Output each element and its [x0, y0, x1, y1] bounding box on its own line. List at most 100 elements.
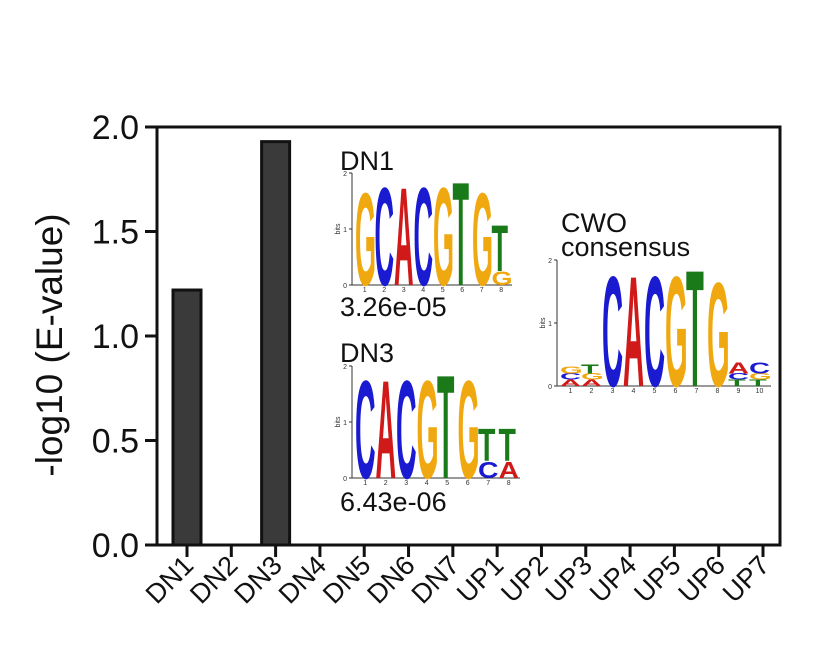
logo-position-label: 1: [569, 388, 573, 395]
logo-y-tick-label: 1: [548, 321, 552, 328]
logo-letter-a: A: [581, 378, 602, 388]
logo-y-tick-label: 2: [548, 258, 552, 265]
logo-position-label: 7: [486, 480, 490, 487]
logo-position-label: 9: [737, 388, 741, 395]
inset-evalue-dn1: 3.26e-05: [340, 292, 447, 322]
logo-letter-g: G: [560, 364, 583, 376]
logo-letter-c: C: [728, 372, 749, 382]
logo-letter-g: G: [472, 167, 493, 314]
logo-axis-label: bits: [540, 317, 547, 328]
logo-y-tick-label: 1: [343, 420, 347, 427]
logo-position-label: 6: [674, 388, 678, 395]
logo-letter-c: C: [375, 160, 395, 316]
logo-position-label: 8: [716, 388, 720, 395]
logo-letter-t: T: [581, 362, 599, 377]
x-tick-label: UP1: [451, 550, 509, 608]
y-tick-label: 1.0: [92, 318, 139, 356]
logo-letter-c: C: [560, 372, 581, 382]
logo-position-label: 3: [404, 480, 408, 487]
logo-letter-g: G: [433, 160, 454, 316]
inset-evalue-dn3: 6.43e-06: [340, 487, 447, 517]
inset-title-dn3: DN3: [340, 338, 394, 368]
logo-letter-t: T: [728, 378, 746, 388]
x-tick-label: DN1: [140, 550, 199, 609]
logo-position-label: 7: [695, 388, 699, 395]
logo-position-label: 4: [425, 480, 429, 487]
logo-position-label: 1: [363, 287, 367, 294]
logo-y-tick-label: 2: [343, 364, 347, 371]
logo-letter-t: T: [437, 345, 454, 510]
y-tick-label: 0.0: [92, 527, 139, 565]
bar-dn1: [171, 288, 203, 547]
logo-position-label: 5: [653, 388, 657, 395]
y-tick-label: 2.0: [92, 109, 139, 147]
x-tick-label: UP5: [628, 550, 686, 608]
logo-letter-t: T: [478, 420, 496, 472]
logo-axis-label: bits: [335, 416, 342, 427]
logo-letter-a: A: [499, 456, 520, 483]
logo-position-label: 10: [756, 388, 764, 395]
logo-position-label: 5: [441, 287, 445, 294]
logo-position-label: 2: [590, 388, 594, 395]
logo-letter-c: C: [749, 359, 770, 376]
logo-position-label: 1: [363, 480, 367, 487]
bar-dn3: [260, 140, 292, 547]
x-tick-label: DN2: [184, 550, 243, 609]
inset-title-cwo: CWO: [561, 208, 627, 238]
logo-letter-a: A: [376, 353, 397, 508]
logo-letter-c: C: [602, 244, 623, 421]
logo-axis-label: bits: [335, 223, 342, 234]
logo-letter-a: A: [560, 378, 581, 388]
x-tick-label: DN7: [406, 550, 465, 609]
logo-position-label: 4: [632, 388, 636, 395]
x-tick-label: DN3: [228, 550, 287, 609]
logo-letter-a: A: [728, 359, 749, 376]
logo-position-label: 2: [382, 287, 386, 294]
x-tick-label: UP3: [540, 550, 598, 608]
x-tick-label: UP2: [495, 550, 553, 608]
logo-position-label: 8: [499, 287, 503, 294]
logo-position-label: 5: [445, 480, 449, 487]
logo-letter-g: G: [458, 353, 480, 508]
x-tick-label: DN6: [361, 550, 420, 609]
logo-y-tick-label: 1: [343, 227, 347, 234]
y-axis-label: -log10 (E-value): [29, 213, 70, 476]
x-tick-label: DN4: [273, 550, 332, 609]
logo-letter-t: T: [749, 378, 767, 388]
logo-position-label: 6: [460, 287, 464, 294]
logo-position-label: 3: [611, 388, 615, 395]
logo-position-label: 6: [466, 480, 470, 487]
logo-letter-g: G: [749, 372, 772, 382]
logo-letter-c: C: [414, 160, 434, 316]
logo-y-tick-label: 0: [343, 283, 347, 290]
logo-letter-g: G: [665, 244, 688, 421]
logo-letter-g: G: [492, 268, 513, 289]
logo-letter-g: G: [581, 372, 604, 382]
y-tick-label: 1.5: [92, 214, 139, 252]
logo-letter-c: C: [644, 244, 665, 421]
logo-position-label: 4: [421, 287, 425, 294]
logo-letter-g: G: [707, 251, 730, 418]
logo-letter-g: G: [417, 353, 439, 508]
inset-title-dn1: DN1: [340, 146, 394, 176]
logo-letter-c: C: [396, 353, 417, 508]
logo-y-tick-label: 2: [343, 171, 347, 178]
logo-letter-a: A: [623, 244, 644, 421]
logo-position-label: 3: [402, 287, 406, 294]
logo-position-label: 2: [384, 480, 388, 487]
inset-title-consensus: consensus: [561, 232, 690, 262]
x-tick-label: UP4: [584, 550, 642, 608]
logo-letter-t: T: [492, 211, 509, 286]
x-tick-label: UP6: [673, 550, 731, 608]
y-tick-label: 0.5: [92, 423, 139, 461]
logo-y-tick-label: 0: [343, 476, 347, 483]
logo-position-label: 7: [480, 287, 484, 294]
x-tick-label: UP7: [717, 550, 775, 608]
plot-area: [171, 140, 292, 547]
logo-letter-a: A: [394, 160, 414, 316]
logo-letter-c: C: [355, 353, 376, 508]
